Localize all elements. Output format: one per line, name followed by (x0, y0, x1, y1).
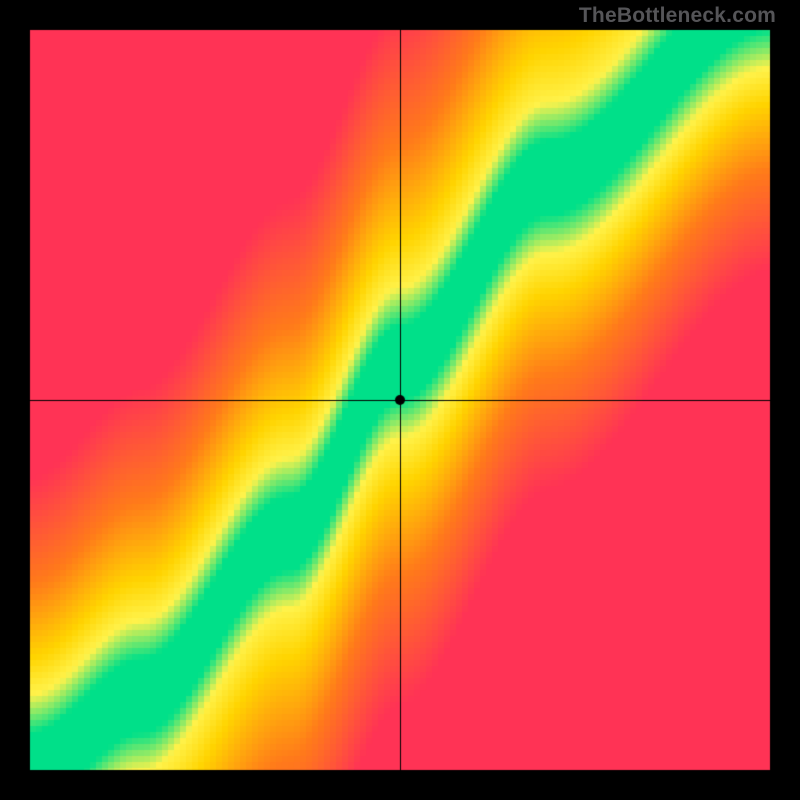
chart-container: TheBottleneck.com (0, 0, 800, 800)
watermark-text: TheBottleneck.com (579, 4, 776, 28)
heatmap-canvas (0, 0, 800, 800)
